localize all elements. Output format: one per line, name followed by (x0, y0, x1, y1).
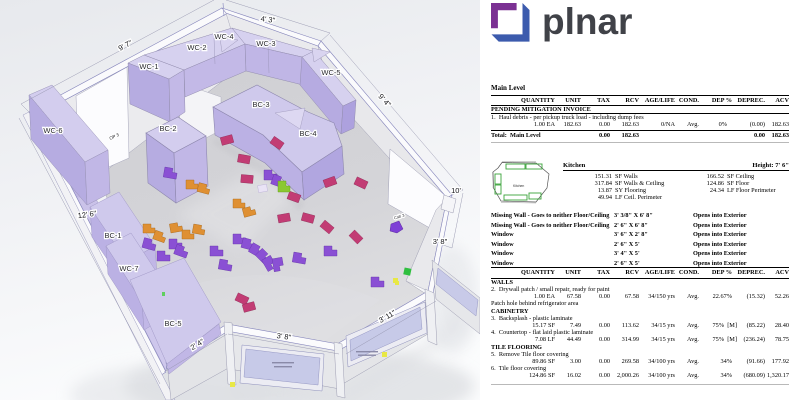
svg-text:3' 8": 3' 8" (276, 331, 292, 342)
svg-text:Cab 3: Cab 3 (393, 212, 405, 220)
svg-text:WC-4: WC-4 (214, 32, 233, 41)
svg-text:BC-5: BC-5 (164, 319, 181, 328)
svg-text:WC-3: WC-3 (256, 39, 275, 48)
svg-text:BC-2: BC-2 (159, 124, 176, 133)
svg-text:12' 6": 12' 6" (77, 209, 97, 221)
svg-text:OP 3: OP 3 (109, 132, 121, 141)
svg-text:BC-3: BC-3 (252, 100, 269, 109)
svg-text:9' 2": 9' 2" (510, 162, 514, 164)
svg-text:BC-4: BC-4 (299, 129, 316, 138)
svg-text:BC-1: BC-1 (104, 231, 121, 240)
svg-text:WC-6: WC-6 (43, 126, 62, 135)
svg-text:Kitchen: Kitchen (513, 184, 524, 188)
svg-text:WC-1: WC-1 (139, 62, 158, 71)
svg-text:WC-2: WC-2 (187, 43, 206, 52)
svg-text:3' 8": 3' 8" (433, 237, 448, 246)
svg-text:4' 3": 4' 3" (260, 14, 276, 25)
svg-text:WC-7: WC-7 (119, 264, 138, 273)
svg-text:5' 6": 5' 6" (532, 162, 536, 164)
svg-text:WC-5: WC-5 (321, 68, 340, 77)
svg-text:10': 10' (451, 186, 461, 195)
